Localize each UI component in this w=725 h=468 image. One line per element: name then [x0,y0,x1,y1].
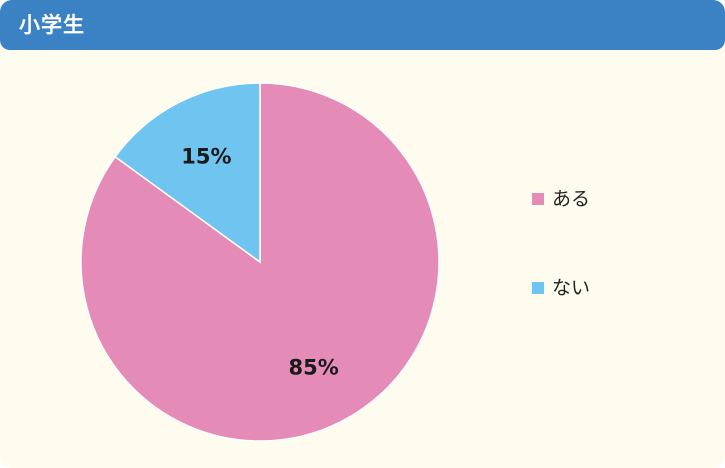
legend-swatch-aru [532,193,544,205]
pie-slice-aru [80,82,440,442]
chart-header-title: 小学生 [19,13,85,37]
pie-label-aru: 85% [289,355,339,379]
legend-label-nai: ない [552,277,591,299]
chart-header: 小学生 [0,0,725,50]
legend-swatch-nai [532,282,544,294]
pie-label-nai: 15% [181,145,231,169]
pie-slice-nai [114,82,261,264]
legend-label-aru: ある [552,188,591,210]
